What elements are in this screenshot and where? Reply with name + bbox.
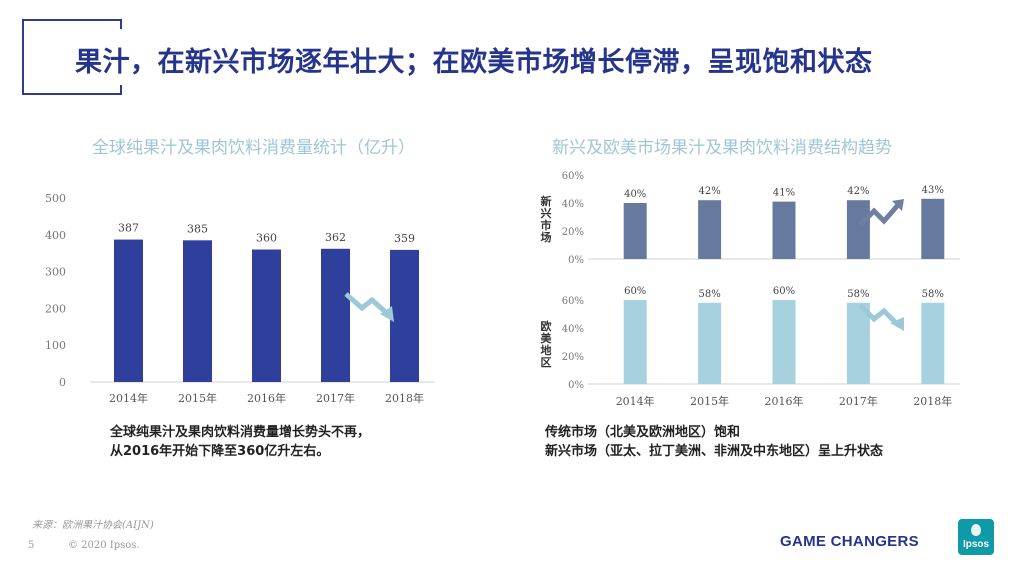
panel-label-char: 新 [541,194,552,208]
down-trend-arrowhead [890,317,904,331]
data-label: 42% [698,186,720,197]
y-tick-label: 40% [562,199,584,210]
bar [183,240,212,382]
consumption-bar-chart: 0 100 200 300 400 500 387 2014年 385 2015年 360 2016年… [45,192,435,405]
x-tick-label: 2016年 [765,394,804,408]
panel-label-char: 兴 [541,206,552,220]
data-label: 41% [773,188,795,199]
down-trend-arrow [344,292,392,318]
x-tick-label: 2015年 [690,394,729,408]
bar [846,200,870,259]
copyright: © 2020 Ipsos. [68,540,140,551]
panel-label-char: 场 [541,230,552,244]
right-chart-subtitle: 新兴及欧美市场果汁及果肉饮料消费结构趋势 [552,138,892,158]
data-label: 385 [187,222,208,235]
y-tick-label: 0 [59,376,66,389]
y-tick-label: 100 [45,339,66,352]
up-trend-arrowhead [892,199,904,211]
bar [390,249,419,382]
bar [772,300,796,384]
x-tick-label: 2018年 [913,394,952,408]
bar [921,198,945,259]
data-label: 58% [698,289,720,300]
data-label: 58% [922,289,944,300]
y-tick-label: 300 [45,266,66,279]
bar [252,249,281,382]
right-note-line: 新兴市场（亚太、拉丁美洲、非洲及中东地区）呈上升状态 [545,444,884,459]
y-tick-label: 40% [562,324,584,335]
down-trend-arrow [858,303,900,327]
x-tick-label: 2016年 [247,391,286,405]
ipsos-logo: Ipsos [958,519,994,555]
data-label: 43% [922,185,944,196]
data-label: 362 [325,231,346,244]
x-tick-label: 2017年 [316,391,355,405]
data-label: 360 [256,232,277,245]
x-tick-label: 2014年 [616,394,655,408]
source-note: 来源：欧洲果汁协会(AIJN) [32,520,154,531]
y-tick-label: 0% [568,255,584,266]
panel-label-char: 地 [541,343,552,357]
panel-label-char: 市 [541,218,552,232]
y-tick-label: 500 [45,192,66,205]
y-tick-label: 200 [45,302,66,315]
y-tick-label: 60% [562,296,584,307]
x-tick-label: 2015年 [178,391,217,405]
bar [772,201,796,259]
y-tick-label: 0% [568,380,584,391]
x-tick-label: 2017年 [839,394,878,408]
x-tick-label: 2014年 [109,391,148,405]
data-label: 58% [847,289,869,300]
down-trend-arrowhead [380,306,394,322]
bar [698,302,722,384]
panel-label-char: 美 [541,331,553,345]
bar [321,248,350,382]
left-note-line: 全球纯果汁及果肉饮料消费量增长势头不再， [110,425,371,440]
data-label: 387 [118,222,139,235]
bar [698,200,722,259]
bar [623,203,647,259]
left-note: 全球纯果汁及果肉饮料消费量增长势头不再， 从2016年开始下降至360亿升左右。 [110,423,370,461]
y-tick-label: 20% [562,352,584,363]
data-label: 60% [624,286,646,297]
right-note: 传统市场（北美及欧洲地区）饱和 新兴市场（亚太、拉丁美洲、非洲及中东地区）呈上升… [545,423,883,461]
up-trend-arrow [858,203,900,227]
data-label: 40% [624,189,646,200]
data-label: 359 [394,232,415,245]
bar [846,302,870,384]
bar [623,300,647,384]
bar [114,239,143,382]
page-number: 5 [28,540,35,551]
left-chart-subtitle: 全球纯果汁及果肉饮料消费量统计（亿升） [92,138,415,158]
panel-label-char: 区 [541,356,552,369]
y-tick-label: 400 [45,229,66,242]
data-label: 42% [847,186,869,197]
panel-label-char: 欧 [541,319,552,333]
title-frame-tick [120,19,122,29]
y-tick-label: 20% [562,227,584,238]
market-structure-chart: 0% 20% 40% 60% 新兴市场 40% 42% 41% 42% 43% 0% 20% 40% 60… [541,171,960,408]
y-tick-label: 60% [562,171,584,182]
title-frame-tick [120,85,122,95]
x-tick-label: 2018年 [385,391,424,405]
right-note-line: 传统市场（北美及欧洲地区）饱和 [545,425,741,440]
bar [921,302,945,384]
title-frame [22,19,122,95]
page-title: 果汁，在新兴市场逐年壮大；在欧美市场增长停滞，呈现饱和状态 [75,47,873,78]
data-label: 60% [773,286,795,297]
left-note-line: 从2016年开始下降至360亿升左右。 [110,444,330,459]
tagline: GAME CHANGERS [780,533,919,550]
